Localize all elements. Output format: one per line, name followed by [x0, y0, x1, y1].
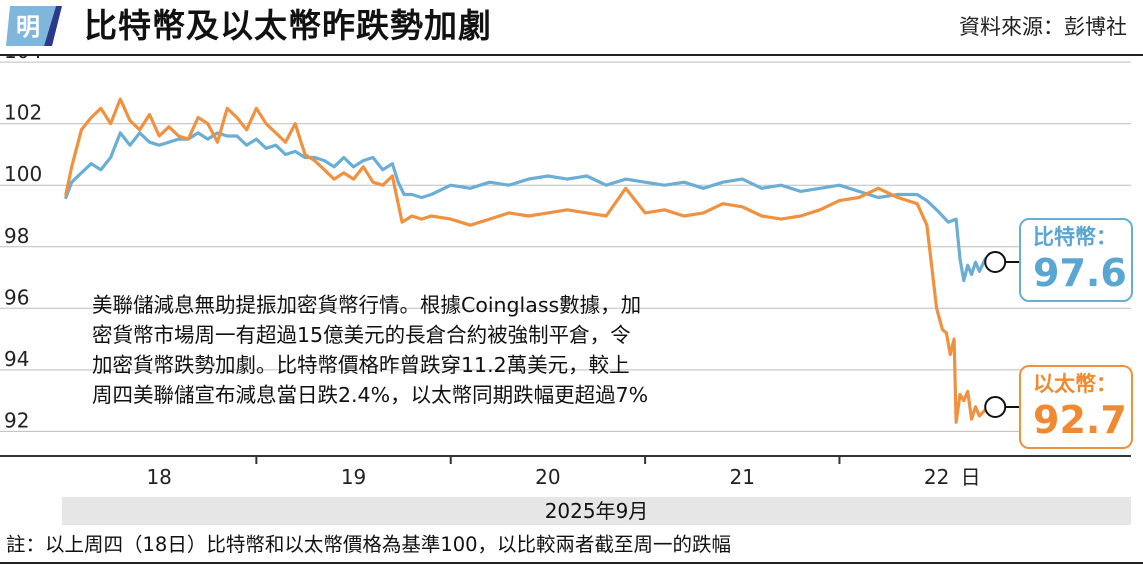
btc-label: 比特幣：: [1033, 225, 1117, 249]
month-label: 2025年9月: [544, 499, 649, 523]
month-band: [62, 497, 1131, 525]
grid-lines: [0, 61, 1131, 432]
x-tick-label: 22: [924, 465, 949, 489]
end-markers: [984, 251, 1019, 418]
line-chart: 92 94 96 98 100 102 104 18 19 20 21 22 日: [0, 56, 1131, 489]
series-line: [64, 97, 987, 424]
annotation-text: 美聯儲減息無助提振加密貨幣行情。根據Coinglass數據，加 密貨幣市場周一有…: [92, 290, 792, 410]
x-axis: 18 19 20 21 22 日: [0, 455, 1131, 489]
publisher-logo: 明: [6, 6, 62, 46]
annotation-line: 密貨幣市場周一有超過15億美元的長倉合約被強制平倉，令: [92, 323, 631, 347]
x-tick-label: 18: [146, 465, 171, 489]
series-line: [64, 131, 987, 283]
end-marker-circle: [984, 251, 1007, 273]
source-label: 資料來源：彭博社: [959, 15, 1127, 39]
logo-char: 明: [16, 13, 40, 41]
eth-value: 92.7: [1033, 398, 1127, 442]
series-lines: [64, 97, 987, 424]
x-tick-label: 20: [535, 465, 560, 489]
annotation-line: 美聯儲減息無助提振加密貨幣行情。根據Coinglass數據，加: [92, 293, 642, 317]
y-tick-label: 96: [4, 285, 29, 309]
x-tick-label: 21: [730, 465, 755, 489]
y-axis-ticks: 92 94 96 98 100 102 104: [4, 56, 42, 432]
end-marker-circle: [984, 396, 1007, 418]
footnote: 註：以上周四（18日）比特幣和以太幣價格為基準100，以比較兩者截至周一的跌幅: [6, 533, 732, 556]
eth-label: 以太幣：: [1033, 372, 1117, 396]
annotation-line: 加密貨幣跌勢加劇。比特幣價格昨曾跌穿11.2萬美元，較上: [92, 353, 630, 377]
bottom-rule: [0, 562, 1143, 564]
eth-value-box: 以太幣： 92.7: [1019, 365, 1133, 449]
chart-title: 比特幣及以太幣昨跌勢加劇: [84, 6, 492, 45]
x-tick-label: 19: [341, 465, 366, 489]
btc-value: 97.6: [1033, 251, 1127, 295]
top-rule: [0, 54, 1143, 56]
y-tick-label: 92: [4, 408, 29, 432]
y-tick-label: 98: [4, 224, 29, 248]
y-tick-label: 94: [4, 347, 29, 371]
y-tick-label: 104: [4, 56, 42, 63]
y-tick-label: 100: [4, 162, 42, 186]
annotation-line: 周四美聯儲宣布減息當日跌2.4%，以太幣同期跌幅更超過7%: [92, 383, 649, 407]
x-axis-unit-label: 日: [961, 465, 981, 489]
y-tick-label: 102: [4, 101, 42, 125]
btc-value-box: 比特幣： 97.6: [1019, 218, 1133, 302]
